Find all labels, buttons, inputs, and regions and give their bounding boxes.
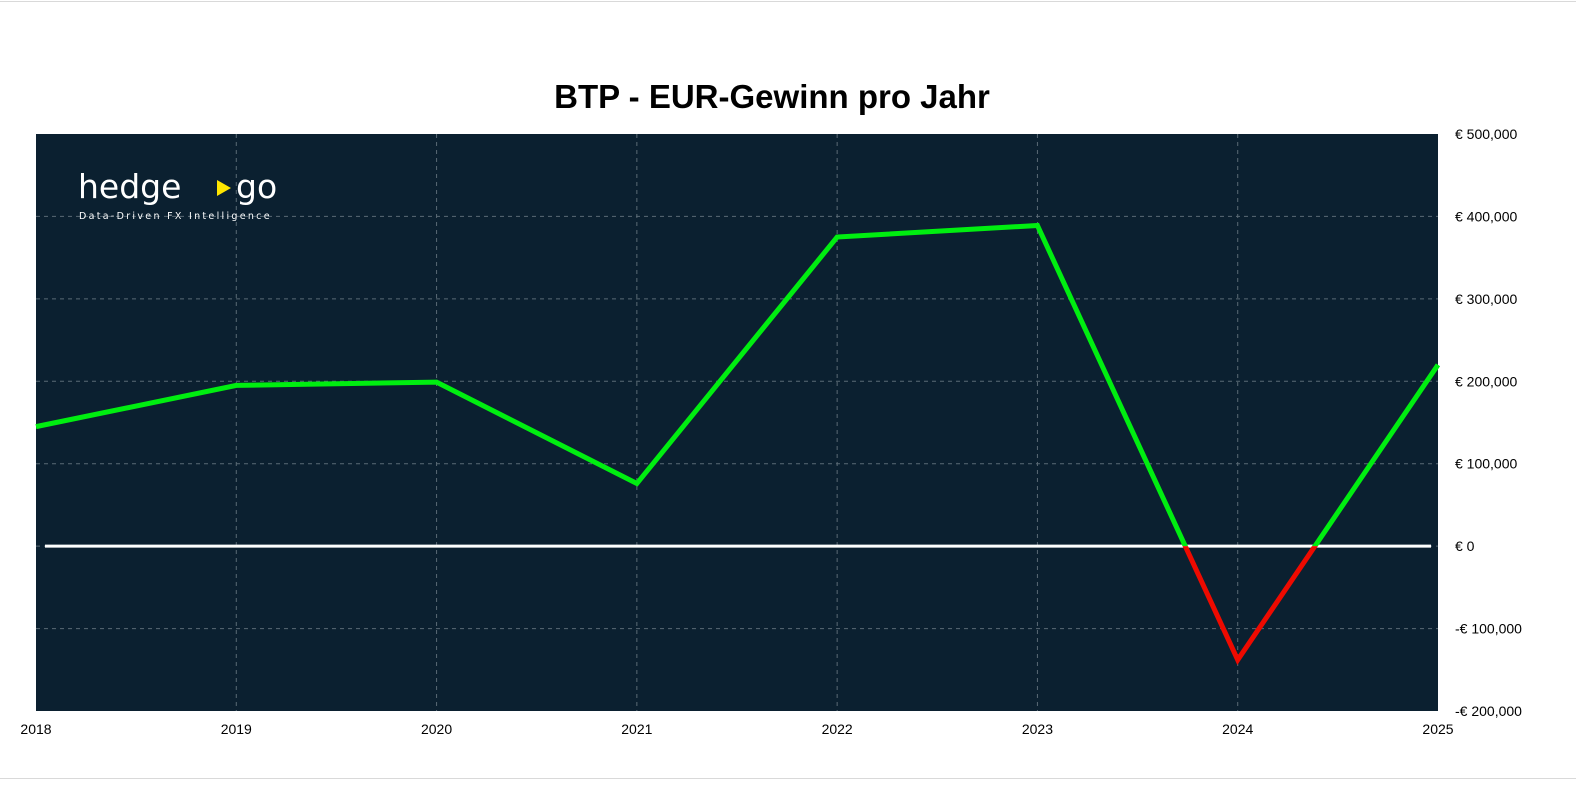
y-tick-label: € 500,000 [1455, 126, 1517, 142]
logo-tagline: Data-Driven FX Intelligence [79, 211, 272, 222]
x-tick-label: 2024 [1222, 721, 1253, 737]
x-tick-label: 2023 [1022, 721, 1053, 737]
x-tick-label: 2018 [20, 721, 51, 737]
hedgego-logo: hedge go Data-Driven FX Intelligence [78, 167, 277, 222]
y-tick-label: € 200,000 [1455, 373, 1517, 389]
x-tick-label: 2025 [1422, 721, 1453, 737]
gridlines [36, 134, 1438, 711]
x-tick-label: 2021 [621, 721, 652, 737]
y-tick-label: € 100,000 [1455, 456, 1517, 472]
x-tick-label: 2022 [822, 721, 853, 737]
y-tick-label: € 0 [1455, 538, 1475, 554]
logo-text-go: go [236, 167, 277, 206]
series-line-negative [1182, 546, 1318, 665]
x-tick-label: 2019 [221, 721, 252, 737]
x-tick-label: 2020 [421, 721, 452, 737]
y-tick-label: -€ 200,000 [1455, 703, 1522, 719]
y-tick-label: -€ 100,000 [1455, 621, 1522, 637]
y-tick-label: € 400,000 [1455, 208, 1517, 224]
plot-area [36, 134, 1438, 711]
series-line-positive [35, 222, 1441, 547]
play-arrow-icon [217, 180, 231, 196]
logo-text-hedge: hedge [78, 167, 181, 206]
chart-title: BTP - EUR-Gewinn pro Jahr [554, 78, 990, 115]
y-tick-label: € 300,000 [1455, 291, 1517, 307]
